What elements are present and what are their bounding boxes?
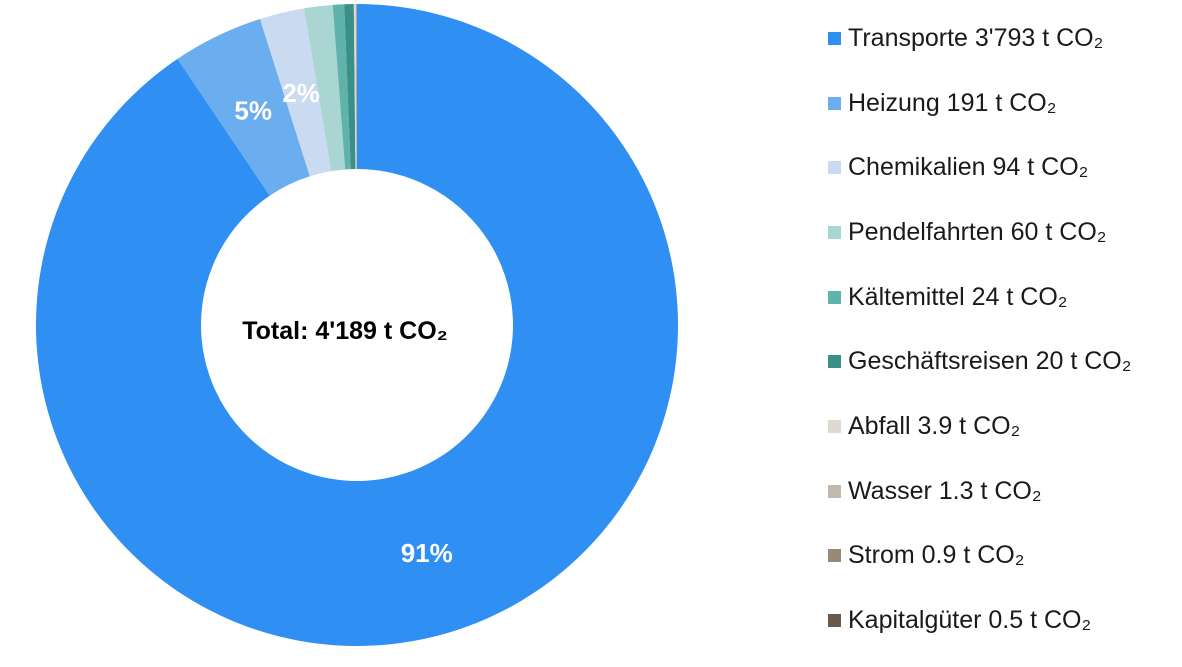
legend-swatch xyxy=(828,97,841,110)
legend-swatch xyxy=(828,420,841,433)
legend-label: Wasser 1.3 t CO₂ xyxy=(848,477,1042,506)
legend-label: Kältemittel 24 t CO₂ xyxy=(848,283,1068,312)
legend-label: Chemikalien 94 t CO₂ xyxy=(848,153,1088,182)
slice-percent-label: 5% xyxy=(234,95,272,125)
legend-item: Kältemittel 24 t CO₂ xyxy=(828,265,1131,330)
legend-label: Strom 0.9 t CO₂ xyxy=(848,541,1024,570)
legend-item: Kapitalgüter 0.5 t CO₂ xyxy=(828,588,1131,653)
total-label: Total: 4'189 t CO₂ xyxy=(242,317,448,345)
legend-label: Abfall 3.9 t CO₂ xyxy=(848,412,1020,441)
slice-percent-label: 91% xyxy=(401,538,453,568)
legend-label: Transporte 3'793 t CO₂ xyxy=(848,24,1103,53)
legend-swatch xyxy=(828,161,841,174)
legend-item: Transporte 3'793 t CO₂ xyxy=(828,6,1131,71)
legend-label: Pendelfahrten 60 t CO₂ xyxy=(848,218,1106,247)
legend-swatch xyxy=(828,614,841,627)
donut-chart: 91% 5% 2% Total: 4'189 t CO₂ xyxy=(0,0,800,657)
legend-swatch xyxy=(828,291,841,304)
legend-item: Geschäftsreisen 20 t CO₂ xyxy=(828,329,1131,394)
legend-item: Chemikalien 94 t CO₂ xyxy=(828,135,1131,200)
legend-item: Pendelfahrten 60 t CO₂ xyxy=(828,200,1131,265)
legend-label: Kapitalgüter 0.5 t CO₂ xyxy=(848,606,1091,635)
legend-item: Strom 0.9 t CO₂ xyxy=(828,524,1131,589)
legend-swatch xyxy=(828,485,841,498)
legend-item: Wasser 1.3 t CO₂ xyxy=(828,459,1131,524)
legend-label: Heizung 191 t CO₂ xyxy=(848,89,1056,118)
legend-item: Heizung 191 t CO₂ xyxy=(828,71,1131,136)
legend-item: Abfall 3.9 t CO₂ xyxy=(828,394,1131,459)
slice-percent-label: 2% xyxy=(282,78,320,108)
legend-swatch xyxy=(828,549,841,562)
legend-swatch xyxy=(828,226,841,239)
legend: Transporte 3'793 t CO₂ Heizung 191 t CO₂ C… xyxy=(828,20,1131,667)
legend-swatch xyxy=(828,355,841,368)
legend-label: Geschäftsreisen 20 t CO₂ xyxy=(848,347,1131,376)
legend-swatch xyxy=(828,32,841,45)
